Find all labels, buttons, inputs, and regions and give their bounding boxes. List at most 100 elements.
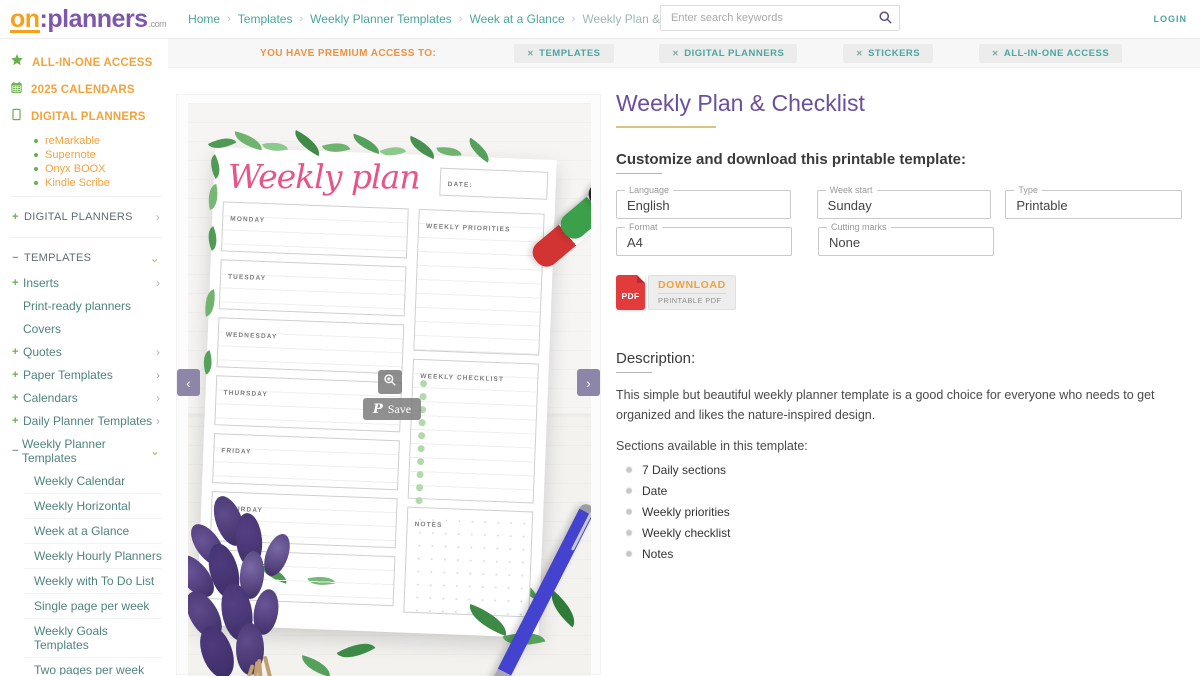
sidebar-item-week-at-a-glance[interactable]: Week at a Glance [24, 519, 162, 544]
sidebar-item-weekly-with-to-do-list[interactable]: Weekly with To Do List [24, 569, 162, 594]
sidebar-item-daily-planner-templates[interactable]: + Daily Planner Templates › [10, 409, 162, 432]
sidebar-promo-2025-calendars[interactable]: 2025 CALENDARS [10, 81, 162, 99]
x-icon: ✕ [526, 48, 535, 58]
description-underline [616, 372, 652, 373]
field-format[interactable]: Format A4 [616, 222, 792, 256]
leaf-icon [350, 133, 383, 154]
sidebar-item-print-ready-planners[interactable]: Print-ready planners [10, 294, 162, 317]
sections-list: 7 Daily sections Date Weekly priorities Wee… [616, 463, 1182, 561]
planner-title: Weekly plan [227, 156, 420, 197]
sidebar-item-quotes[interactable]: + Quotes › [10, 340, 162, 363]
breadcrumb-item-home[interactable]: Home [188, 12, 221, 26]
login-link[interactable]: LOGIN [1153, 14, 1187, 24]
chevron-right-icon: › [156, 275, 160, 290]
premium-pill-all-in-one-access[interactable]: ✕ ALL-IN-ONE ACCESS [978, 43, 1123, 63]
marker-pen-prop [555, 103, 591, 244]
sidebar-promo-label: ALL-IN-ONE ACCESS [32, 56, 153, 69]
section-list-item: Notes [626, 547, 1182, 561]
sidebar-item-covers[interactable]: Covers [10, 317, 162, 340]
field-label: Language [625, 185, 674, 195]
checklist-dot [417, 445, 425, 453]
sidebar-item-label: TEMPLATES [24, 252, 92, 264]
lavender-stem-prop [262, 655, 286, 676]
field-value: Printable [1016, 198, 1068, 213]
sidebar-promo-label: DIGITAL PLANNERS [31, 111, 146, 123]
breadcrumb-separator-icon: › [299, 13, 304, 25]
carousel-next-button[interactable]: › [577, 369, 600, 396]
search-box [660, 5, 900, 31]
leaf-icon [436, 144, 462, 159]
sidebar-item-templates[interactable]: − TEMPLATES ⌄ [10, 245, 162, 271]
sidebar-item-weekly-horizontal[interactable]: Weekly Horizontal [24, 494, 162, 519]
breadcrumb-item-week-at-a-glance[interactable]: Week at a Glance [469, 12, 565, 26]
premium-pill-digital-planners[interactable]: ✕ DIGITAL PLANNERS [659, 43, 798, 63]
sidebar-item-two-pages-per-week[interactable]: Two pages per week [24, 658, 162, 675]
logo-on: on [10, 4, 40, 33]
customize-underline [616, 173, 662, 174]
sidebar-item-weekly-goals-templates[interactable]: Weekly Goals Templates [24, 619, 162, 658]
breadcrumb-separator-icon: › [458, 13, 463, 25]
carousel-prev-button[interactable]: ‹ [177, 369, 200, 396]
star-icon [10, 53, 24, 72]
premium-pill-templates[interactable]: ✕ TEMPLATES [513, 43, 614, 63]
field-cutting-marks[interactable]: Cutting marks None [818, 222, 994, 256]
sidebar-item-calendars[interactable]: + Calendars › [10, 386, 162, 409]
sidebar-promo-digital-planners[interactable]: DIGITAL PLANNERS [10, 108, 162, 126]
pinterest-save-button[interactable]: P Save [363, 398, 421, 420]
section-list-item: Weekly checklist [626, 526, 1182, 540]
device-item-onyx-boox[interactable]: Onyx BOOX [34, 163, 162, 175]
sidebar-item-digital-planners[interactable]: + DIGITAL PLANNERS › [10, 204, 162, 230]
premium-banner-buttons: ✕ TEMPLATES ✕ DIGITAL PLANNERS ✕ STICKERS ✕ ALL… [491, 43, 1145, 63]
premium-pill-stickers[interactable]: ✕ STICKERS [842, 43, 934, 63]
leaf-icon [199, 350, 217, 375]
sidebar-item-label: Print-ready planners [23, 298, 132, 313]
sidebar-item-weekly-calendar[interactable]: Weekly Calendar [24, 469, 162, 494]
sidebar-item-inserts[interactable]: + Inserts › [10, 271, 162, 294]
breadcrumb-item-weekly-planner-templates[interactable]: Weekly Planner Templates [310, 12, 452, 26]
search-icon[interactable] [878, 10, 893, 30]
search-input[interactable] [660, 5, 900, 31]
description-text: This simple but beautiful weekly planner… [616, 388, 1155, 422]
collapse-icon: − [12, 252, 19, 264]
sidebar-item-label: Covers [23, 321, 62, 336]
breadcrumb-item-templates[interactable]: Templates [237, 12, 293, 26]
field-label: Week start [825, 185, 877, 195]
x-icon: ✕ [855, 48, 864, 58]
sidebar-item-paper-templates[interactable]: + Paper Templates › [10, 363, 162, 386]
checklist-dot [419, 380, 428, 388]
leaf-icon [204, 183, 222, 210]
customize-fields: Language English Week start Sunday Type Print… [616, 185, 1182, 256]
download-pdf-button[interactable]: PDF DOWNLOAD PRINTABLE PDF [616, 275, 736, 310]
sidebar-item-weekly-planner-templates[interactable]: − Weekly Planner Templates ⌄ [10, 432, 162, 469]
logo-tld: .com [148, 18, 167, 29]
leaf-icon [405, 135, 439, 160]
field-week-start[interactable]: Week start Sunday [816, 185, 992, 219]
chevron-left-icon: ‹ [186, 374, 191, 391]
device-item-remarkable[interactable]: reMarkable [34, 135, 162, 147]
premium-pill-label: ALL-IN-ONE ACCESS [1003, 47, 1110, 59]
field-language[interactable]: Language English [616, 185, 791, 219]
pdf-file-icon: PDF [616, 275, 645, 310]
planner-priorities-box: WEEKLY PRIORITIES [413, 208, 545, 356]
planner-notes-box: NOTES [403, 506, 534, 618]
sidebar-item-single-page-per-week[interactable]: Single page per week [24, 594, 162, 619]
leaf-icon [203, 226, 222, 251]
checklist-dot [417, 432, 426, 440]
premium-pill-label: STICKERS [868, 47, 921, 59]
device-item-supernote[interactable]: Supernote [34, 149, 162, 161]
sidebar-promo-all-in-one-access[interactable]: ALL-IN-ONE ACCESS [10, 53, 162, 72]
site-logo[interactable]: on:planners .com [10, 4, 167, 34]
zoom-image-button[interactable] [378, 370, 402, 394]
breadcrumb-separator-icon: › [571, 13, 576, 25]
sidebar-item-weekly-hourly-planners[interactable]: Weekly Hourly Planners [24, 544, 162, 569]
device-item-kindle-scribe[interactable]: Kindle Scribe [34, 177, 162, 189]
top-header: on:planners .com Home › Templates › Weekly Pl… [0, 0, 1200, 39]
leaf-icon [336, 635, 376, 666]
chevron-right-icon: › [156, 390, 160, 405]
field-type[interactable]: Type Printable [1005, 185, 1182, 219]
field-value: A4 [627, 235, 643, 250]
sidebar-divider [10, 237, 162, 238]
planner-day-label: MONDAY [230, 215, 266, 224]
field-label: Cutting marks [827, 222, 891, 232]
expand-icon: + [12, 391, 19, 404]
